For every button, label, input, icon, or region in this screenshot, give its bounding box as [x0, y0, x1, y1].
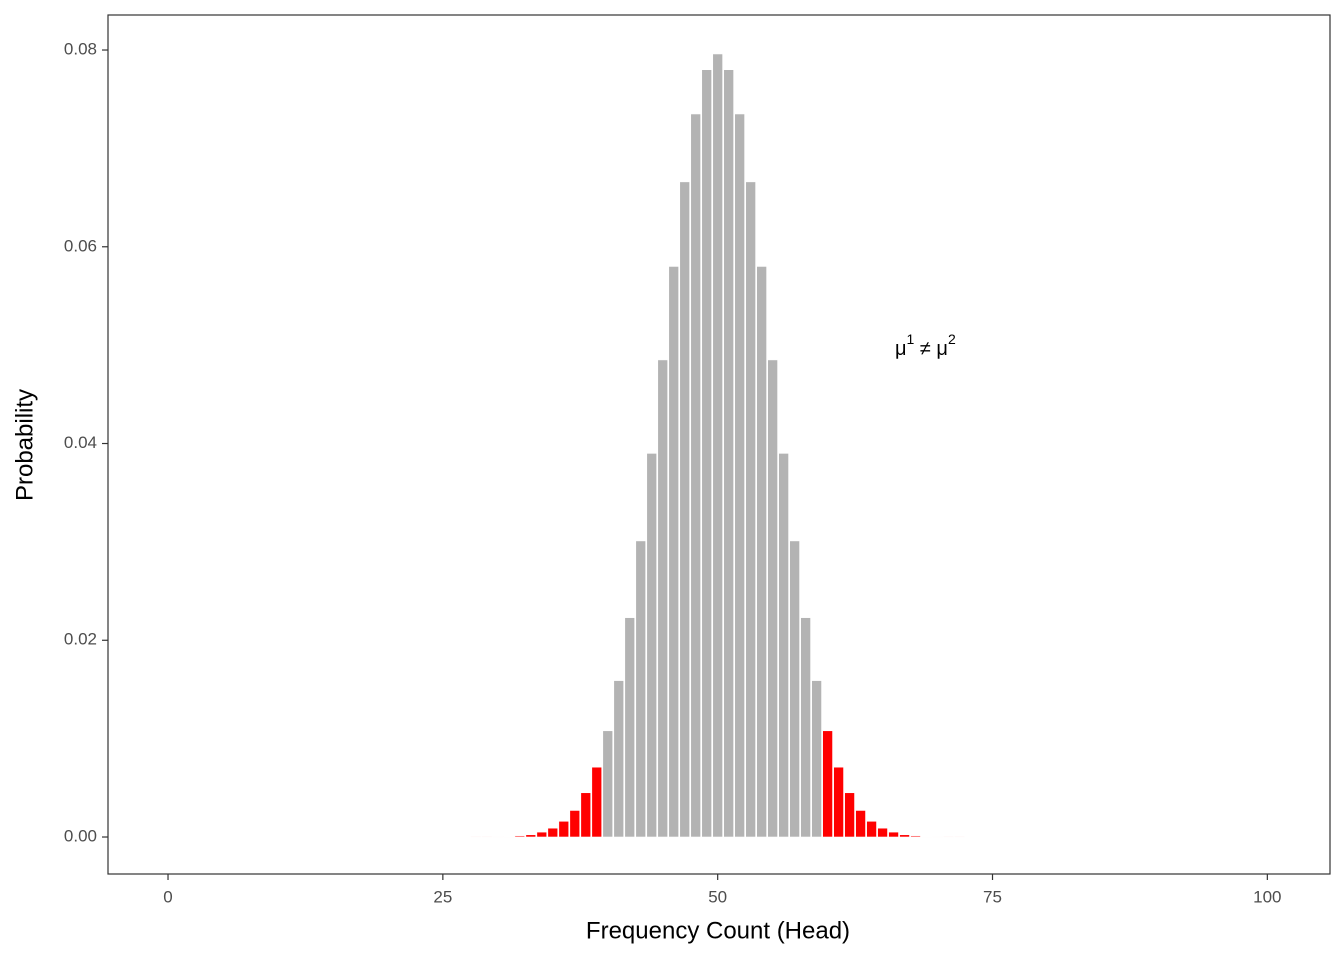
x-tick-label: 100	[1253, 887, 1281, 906]
bar	[625, 618, 635, 837]
bar	[614, 681, 624, 837]
annotation-part: ≠ μ	[914, 338, 948, 360]
bar	[878, 828, 888, 837]
bar	[867, 821, 877, 837]
annotation-sup: 1	[907, 331, 915, 347]
bar	[570, 810, 580, 837]
bar	[526, 835, 536, 837]
bar	[669, 266, 679, 837]
bar	[548, 828, 558, 837]
y-tick-label: 0.00	[64, 826, 97, 845]
bar	[647, 453, 657, 837]
x-tick-label: 75	[983, 887, 1002, 906]
bar	[790, 541, 800, 837]
bar	[735, 114, 745, 837]
bar	[724, 70, 734, 837]
bar	[537, 832, 547, 837]
bar	[702, 70, 712, 837]
x-tick-label: 0	[163, 887, 172, 906]
bar	[768, 360, 778, 837]
bar	[603, 731, 613, 837]
bar	[559, 821, 569, 837]
bar	[746, 182, 756, 837]
bar	[779, 453, 789, 837]
bar	[823, 731, 833, 837]
bar	[834, 767, 844, 837]
y-tick-label: 0.02	[64, 630, 97, 649]
bar	[911, 836, 921, 837]
bar	[801, 618, 811, 837]
x-tick-label: 25	[433, 887, 452, 906]
bar	[592, 767, 602, 837]
bar	[900, 835, 910, 837]
bar	[691, 114, 701, 837]
y-axis-title: Probability	[11, 389, 38, 501]
bar	[515, 836, 525, 837]
bar	[856, 810, 866, 837]
bar	[636, 541, 646, 837]
bar	[680, 182, 690, 837]
x-tick-label: 50	[708, 887, 727, 906]
bar	[581, 793, 591, 837]
y-tick-label: 0.08	[64, 40, 97, 59]
bar	[757, 266, 767, 837]
bar	[658, 360, 668, 837]
bar	[713, 54, 723, 837]
bar	[889, 832, 899, 837]
annotation-sup: 2	[948, 331, 956, 347]
y-tick-label: 0.06	[64, 236, 97, 255]
x-axis-title: Frequency Count (Head)	[586, 917, 850, 944]
bar	[812, 681, 822, 837]
y-tick-label: 0.04	[64, 433, 97, 452]
bar	[845, 793, 855, 837]
annotation-part: μ	[895, 338, 907, 360]
